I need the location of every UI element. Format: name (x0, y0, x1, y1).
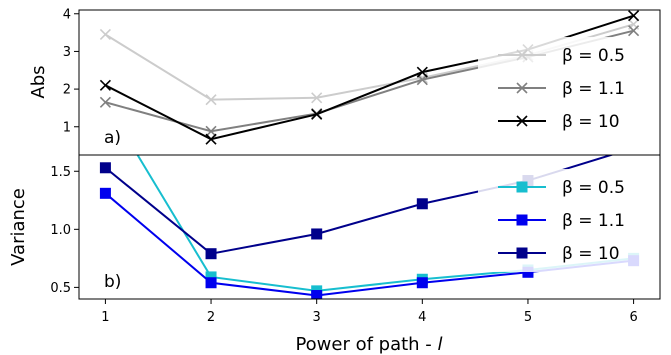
marker-stroke (99, 28, 111, 41)
abs-point-marker (311, 108, 323, 120)
abs-point-marker (628, 25, 640, 37)
variance-legend-box (478, 169, 658, 272)
abs-point-marker (416, 66, 428, 78)
variance-point-marker (311, 228, 323, 240)
x-axis-label: Power of path - l (295, 334, 442, 355)
abs-y-axis-label: Abs (28, 65, 49, 98)
abs-legend-label: β = 10 (562, 112, 620, 132)
variance-y-ticks: 0.5 1.0 1.5 (50, 165, 79, 296)
marker-stroke (311, 108, 323, 120)
variance-point-marker (205, 248, 217, 260)
abs-point-marker (628, 10, 640, 22)
abs-point-marker (99, 96, 111, 108)
variance-point-marker (99, 187, 111, 199)
variance-y-tick-label: 1.5 (50, 165, 71, 180)
abs-legend-label: β = 1.1 (562, 79, 625, 99)
marker-stroke (205, 125, 217, 137)
x-tick-label: 4 (418, 310, 426, 325)
abs-legend-marker (516, 82, 528, 94)
abs-y-tick-label: 3 (63, 45, 71, 60)
abs-panel-label: a) (104, 128, 121, 148)
abs-y-tick-label: 2 (63, 83, 71, 98)
abs-point-marker (205, 125, 217, 137)
variance-point-marker (416, 277, 428, 289)
variance-y-axis-label: Variance (8, 188, 29, 266)
variance-panel: 0.5 1.0 1.5 1 2 3 4 5 6 b) Variance Power of pa… (8, 143, 658, 355)
abs-legend-marker (516, 115, 528, 127)
variance-point-marker (205, 277, 217, 289)
variance-legend-marker (516, 181, 528, 193)
variance-legend-marker (516, 247, 528, 259)
variance-point-marker (99, 162, 111, 174)
x-tick-label: 2 (207, 310, 215, 325)
x-tick-label: 5 (524, 310, 532, 325)
marker-stroke (205, 94, 217, 106)
marker-stroke (416, 66, 428, 78)
abs-legend-box (478, 37, 658, 140)
abs-point-marker (205, 133, 217, 145)
variance-legend-marker (516, 214, 528, 226)
abs-y-tick-label: 1 (63, 120, 71, 135)
x-tick-label: 1 (101, 310, 109, 325)
abs-legend: β = 0.5 β = 1.1 β = 10 (478, 37, 658, 140)
abs-point-marker (205, 94, 217, 106)
variance-y-tick-label: 1.0 (50, 223, 71, 238)
variance-legend-label: β = 10 (562, 244, 620, 264)
abs-y-ticks: 1 2 3 4 (63, 7, 79, 135)
abs-panel: 1 2 3 4 a) Abs β = 0.5 β = 1.1 β = 10 (28, 7, 658, 148)
marker-stroke (628, 10, 640, 22)
abs-point-marker (311, 92, 323, 104)
abs-point-marker (99, 79, 111, 91)
variance-y-tick-label: 0.5 (50, 281, 71, 296)
marker-stroke (311, 92, 323, 104)
abs-y-tick-label: 4 (63, 7, 71, 22)
variance-legend: β = 0.5 β = 1.1 β = 10 (478, 169, 658, 272)
marker-stroke (99, 79, 111, 91)
x-tick-label: 3 (313, 310, 321, 325)
abs-point-marker (99, 28, 111, 41)
variance-legend-label: β = 1.1 (562, 211, 625, 231)
x-tick-label: 6 (629, 310, 637, 325)
variance-legend-label: β = 0.5 (562, 178, 625, 198)
variance-point-marker (311, 290, 323, 299)
marker-stroke (205, 133, 217, 145)
x-axis-ticks: 1 2 3 4 5 6 (101, 299, 638, 325)
variance-point-marker (629, 143, 639, 153)
variance-plot-frame (78, 154, 661, 300)
marker-stroke (99, 96, 111, 108)
variance-point-marker (416, 198, 428, 210)
marker-stroke (628, 25, 640, 37)
variance-panel-label: b) (104, 272, 121, 292)
abs-legend-marker (516, 49, 528, 61)
abs-legend-label: β = 0.5 (562, 46, 625, 66)
